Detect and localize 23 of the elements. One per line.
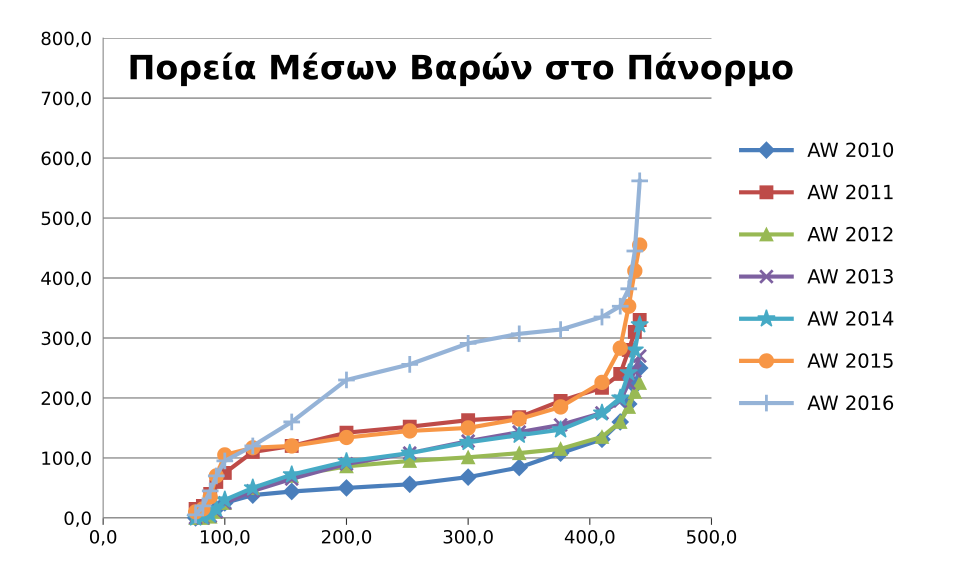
y-tick-label: 700,0 [42,92,91,108]
y-tick-label: 200,0 [42,391,91,407]
y-tick-label: 300,0 [42,331,91,347]
y-tick-label: 800,0 [42,32,91,48]
y-tick-label: 400,0 [41,271,91,287]
y-tick-label: 600,0 [42,152,91,168]
chart-title: Πορεία Μέσων Βαρών στο Πάνορμο [130,52,793,86]
y-tick-label: 100,0 [42,451,91,467]
legend-label: AW 2012 [807,226,892,242]
y-tick-label: 0,0 [64,511,91,527]
legend-label: AW 2013 [807,268,893,284]
x-tick-label: 0,0 [90,530,116,546]
legend-label: AW 2016 [807,395,894,410]
legend-label: AW 2010 [807,142,894,158]
legend-label: AW 2015 [807,353,893,368]
legend-label: AW 2014 [807,311,894,326]
y-tick-label: 500,0 [42,212,91,228]
x-tick-label: 300,0 [444,530,493,546]
x-tick-label: 100,0 [200,530,250,546]
x-tick-label: 200,0 [322,530,372,546]
x-tick-label: 400,0 [564,530,614,546]
legend-label: AW 2011 [807,184,893,200]
x-tick-label: 500,0 [687,530,736,546]
